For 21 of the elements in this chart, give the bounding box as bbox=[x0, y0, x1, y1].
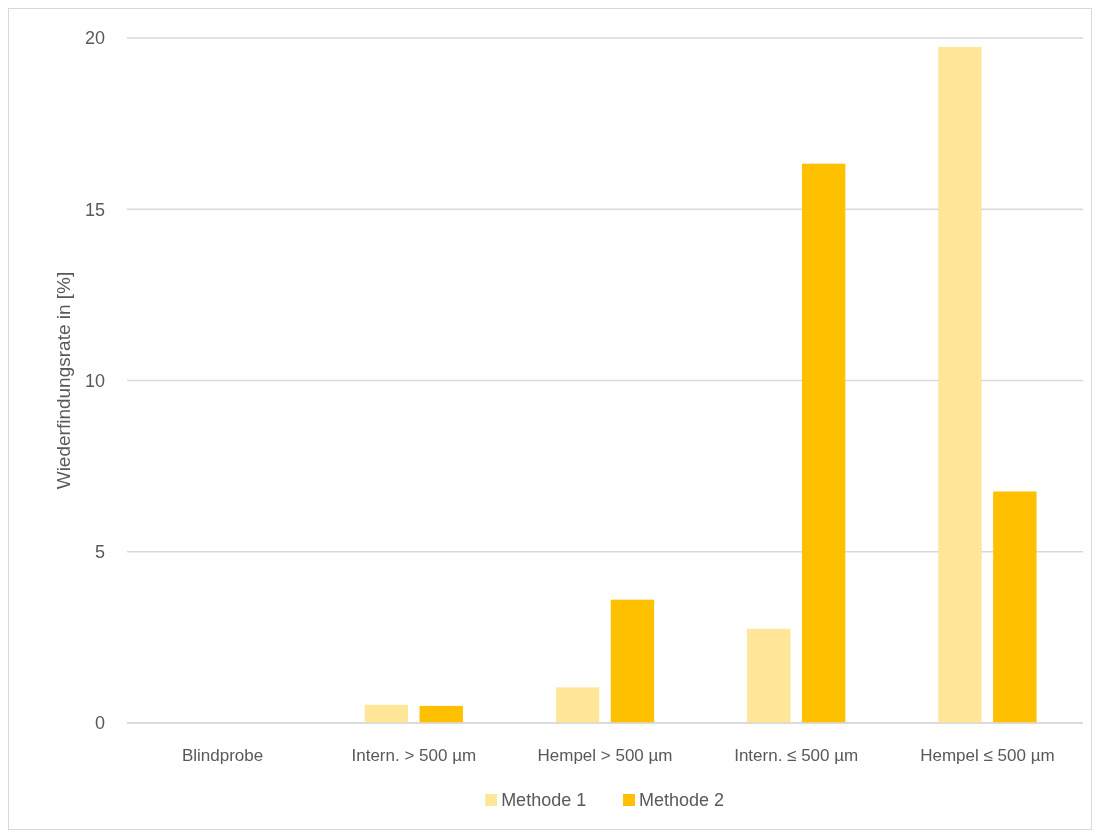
x-tick-label: Intern. > 500 µm bbox=[351, 746, 477, 765]
x-tick-label: Intern. ≤ 500 µm bbox=[734, 746, 859, 765]
x-tick-label: Hempel > 500 µm bbox=[537, 746, 673, 765]
legend-label: Methode 2 bbox=[639, 790, 725, 810]
legend-label: Methode 1 bbox=[501, 790, 587, 810]
y-tick-label: 10 bbox=[84, 370, 105, 391]
x-tick-label: Hempel ≤ 500 µm bbox=[920, 746, 1055, 765]
bar bbox=[555, 687, 600, 723]
bar bbox=[938, 46, 982, 723]
x-tick-label: Blindprobe bbox=[181, 746, 264, 765]
y-tick-label: 15 bbox=[84, 199, 105, 220]
bar bbox=[610, 599, 655, 723]
bar bbox=[364, 704, 409, 723]
bar bbox=[747, 628, 791, 723]
bar bbox=[419, 705, 463, 723]
bar bbox=[993, 491, 1037, 723]
y-axis-title: Wiederfindungsrate in [%] bbox=[53, 271, 74, 490]
y-tick-label: 0 bbox=[94, 713, 105, 734]
y-tick-label: 20 bbox=[84, 28, 105, 49]
y-tick-label: 5 bbox=[94, 542, 105, 563]
bar bbox=[801, 163, 846, 723]
